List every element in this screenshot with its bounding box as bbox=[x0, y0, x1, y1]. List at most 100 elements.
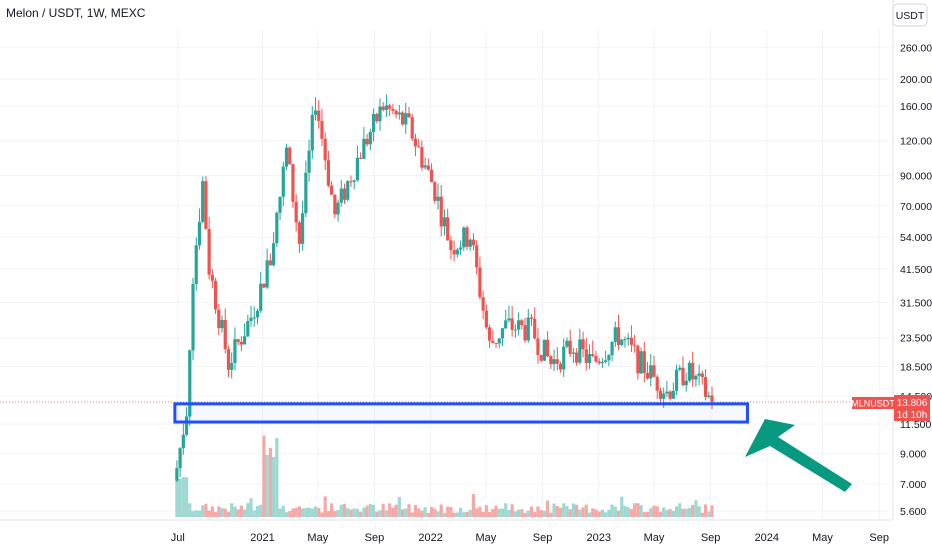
volume-bar bbox=[694, 500, 698, 517]
candle-body bbox=[568, 340, 572, 354]
candle-body bbox=[404, 113, 408, 125]
volume-bar bbox=[384, 510, 389, 517]
chart-title: Melon / USDT, 1W, MEXC bbox=[6, 6, 146, 20]
volume-bar bbox=[584, 504, 588, 517]
volume-bar bbox=[600, 509, 605, 517]
x-tick-label: Sep bbox=[869, 532, 889, 544]
candle-body bbox=[204, 181, 208, 229]
volume-bar bbox=[497, 508, 501, 517]
volume-bar bbox=[423, 507, 427, 517]
candle-body bbox=[655, 376, 659, 391]
volume-bar bbox=[284, 512, 289, 517]
volume-bar bbox=[620, 496, 624, 517]
volume-bar bbox=[552, 503, 556, 517]
candle-body bbox=[201, 181, 205, 222]
candle-body bbox=[703, 377, 708, 397]
candle-body bbox=[188, 350, 192, 417]
candle-body bbox=[546, 339, 550, 357]
volume-bar bbox=[510, 504, 514, 517]
candle-body bbox=[484, 310, 488, 328]
candle-body bbox=[249, 317, 253, 322]
volume-bar bbox=[226, 511, 231, 517]
volume-bar bbox=[220, 508, 224, 517]
x-tick-label: Jul bbox=[171, 532, 185, 544]
candle-body bbox=[678, 367, 682, 370]
volume-bar bbox=[197, 510, 202, 517]
volume-bar bbox=[388, 503, 392, 517]
candle-body bbox=[578, 339, 582, 363]
candle-body bbox=[471, 239, 476, 246]
price-axis[interactable]: 260.000 200.000 160.000 120.000 90.000 70.000… bbox=[900, 42, 932, 518]
volume-bar bbox=[313, 506, 318, 517]
candle-body bbox=[481, 297, 485, 311]
volume-bar bbox=[549, 512, 553, 517]
candle-body bbox=[330, 185, 334, 195]
volume-bar bbox=[242, 509, 247, 517]
candle-body bbox=[558, 363, 563, 370]
volume-bar bbox=[433, 508, 437, 517]
volume-bar bbox=[494, 505, 498, 517]
candle-body bbox=[487, 327, 492, 341]
candle-body bbox=[197, 221, 202, 246]
volume-bar bbox=[649, 508, 653, 517]
volume-bar bbox=[213, 512, 218, 517]
volume-bar bbox=[201, 505, 205, 517]
volume-bar bbox=[636, 503, 640, 517]
candle-body bbox=[284, 147, 289, 167]
candle-body bbox=[255, 310, 260, 318]
y-tick-label: 70.000 bbox=[900, 201, 932, 213]
volume-bar bbox=[462, 512, 466, 517]
volume-bar bbox=[297, 506, 301, 517]
annotation-arrow bbox=[745, 419, 852, 492]
candle-body bbox=[320, 120, 324, 139]
volume-bar bbox=[591, 508, 595, 517]
candle-body bbox=[455, 249, 459, 255]
volume-bar bbox=[674, 506, 679, 517]
volume-bar bbox=[491, 509, 495, 517]
candle-body bbox=[433, 182, 437, 201]
candle-body bbox=[239, 341, 243, 345]
volume-bar bbox=[349, 509, 353, 517]
volume-bar bbox=[339, 504, 343, 517]
volume-bar bbox=[565, 506, 569, 517]
volume-bar bbox=[336, 509, 340, 517]
x-tick-label: May bbox=[644, 532, 665, 544]
candle-body bbox=[400, 112, 405, 125]
candle-body bbox=[645, 373, 650, 379]
volume-bar bbox=[523, 512, 527, 517]
candle-body bbox=[626, 337, 630, 340]
volume-bar bbox=[629, 509, 634, 517]
volume-bar bbox=[633, 503, 637, 517]
candle-body bbox=[278, 196, 282, 213]
volume-bar bbox=[626, 507, 630, 517]
candle-body bbox=[497, 338, 501, 344]
volume-bar bbox=[404, 508, 408, 517]
candle-body bbox=[426, 165, 430, 170]
candle-body bbox=[674, 369, 679, 391]
candle-body bbox=[633, 344, 637, 346]
candle-body bbox=[394, 110, 398, 115]
volume-bar bbox=[452, 512, 456, 517]
candle-body bbox=[542, 339, 546, 361]
volume-bar bbox=[184, 477, 189, 517]
volume-bar bbox=[471, 494, 476, 517]
candle-body bbox=[307, 150, 311, 173]
volume-bar bbox=[178, 478, 182, 517]
candle-body bbox=[449, 240, 453, 250]
candle-body bbox=[191, 283, 195, 351]
volume-bar bbox=[352, 508, 356, 517]
candle-body bbox=[371, 114, 376, 133]
currency-button[interactable]: USDT bbox=[892, 3, 928, 27]
candles bbox=[175, 94, 714, 482]
candle-body bbox=[707, 395, 711, 397]
candle-body bbox=[181, 434, 185, 449]
time-axis[interactable]: Jul 2021 May Sep 2022 May Sep 2023 May Sep 2024 May… bbox=[171, 532, 889, 544]
candle-body bbox=[494, 342, 498, 344]
volume-bar bbox=[529, 506, 534, 517]
x-tick-label: May bbox=[812, 532, 833, 544]
y-tick-label: 23.500 bbox=[900, 333, 932, 345]
candle-body bbox=[259, 283, 263, 311]
candle-body bbox=[265, 260, 269, 288]
volume-bar bbox=[381, 503, 385, 517]
